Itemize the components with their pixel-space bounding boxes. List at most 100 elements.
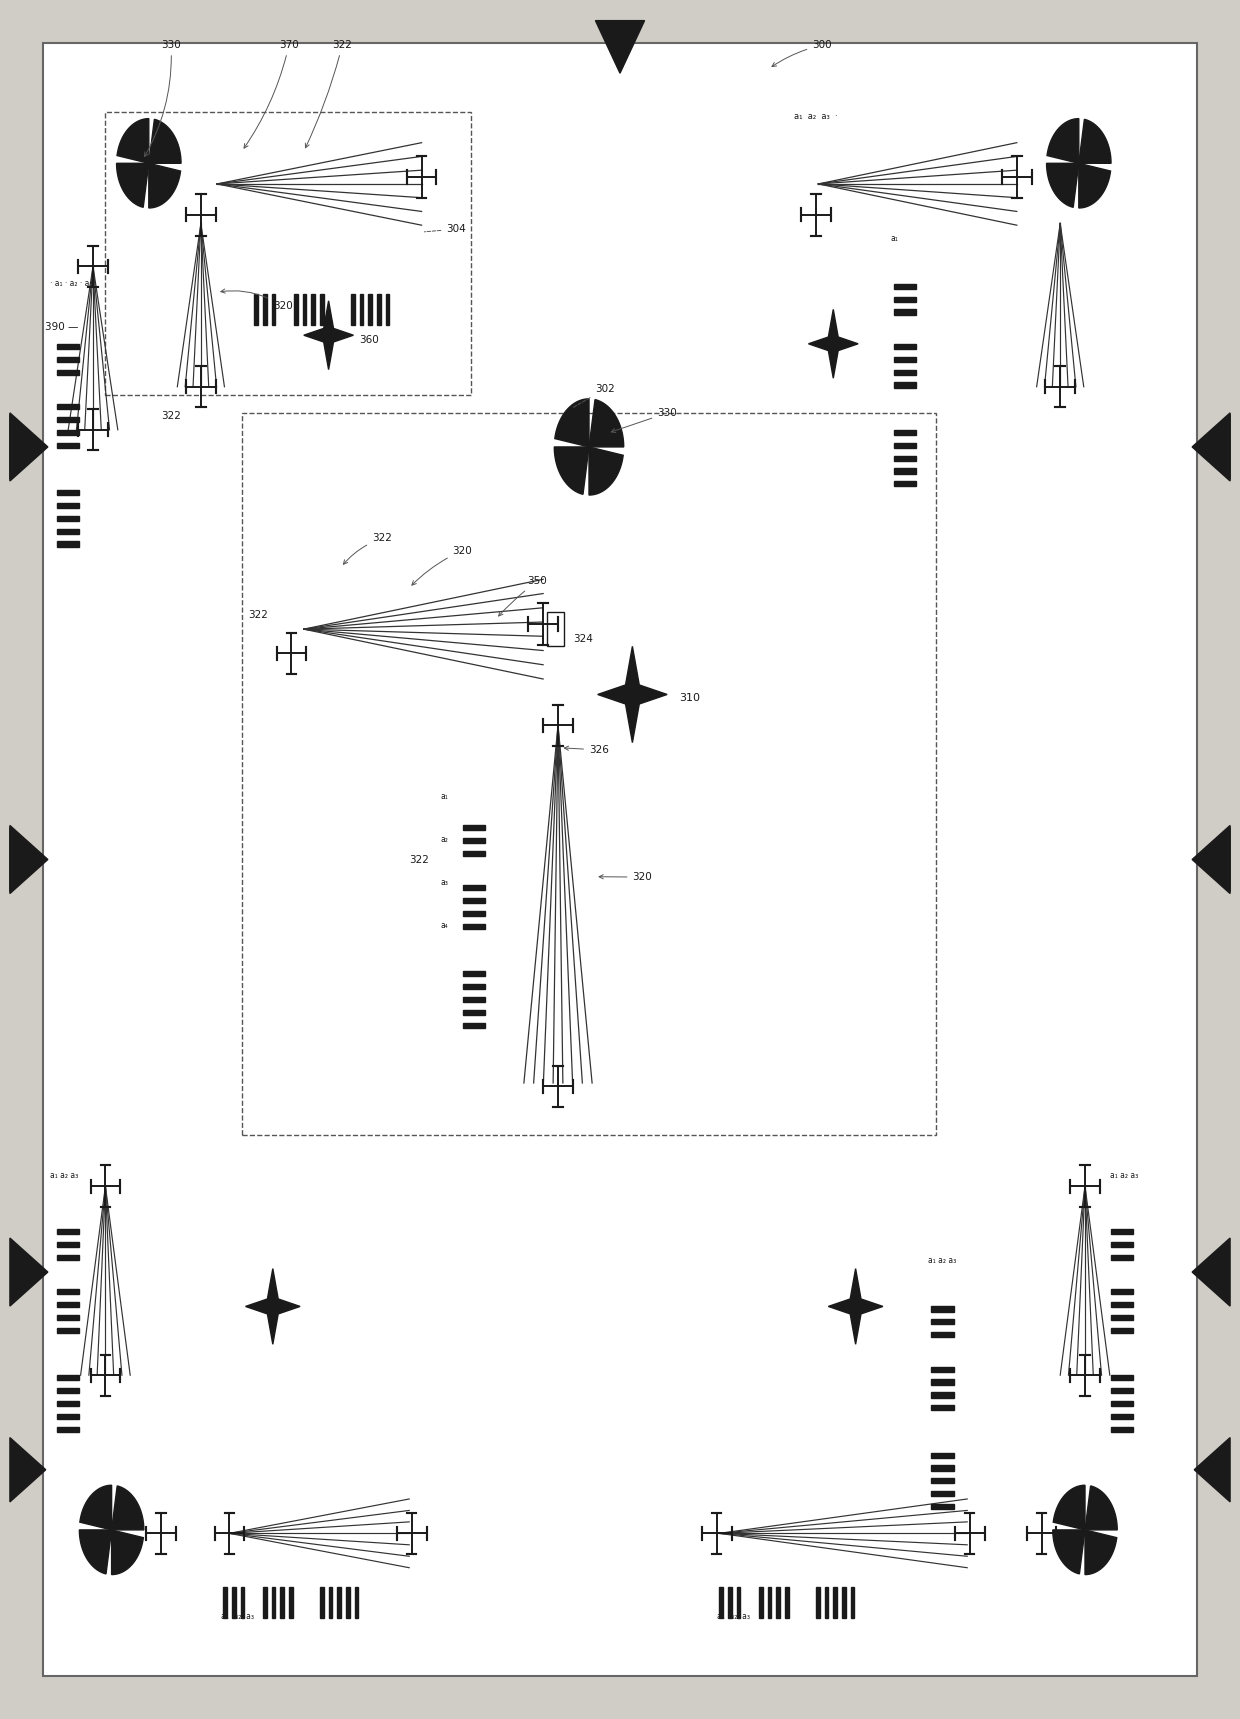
Bar (1111, 1289, 1133, 1294)
Bar (377, 294, 381, 325)
Bar (223, 1587, 227, 1618)
Bar (272, 1587, 275, 1618)
Bar (57, 344, 79, 349)
Bar (463, 851, 485, 856)
Polygon shape (1047, 163, 1079, 208)
Polygon shape (589, 399, 624, 447)
Bar (931, 1465, 954, 1470)
Bar (57, 370, 79, 375)
Bar (57, 1389, 79, 1392)
Text: a₁  a₂  a₃: a₁ a₂ a₃ (221, 1612, 254, 1621)
Text: 330: 330 (145, 40, 181, 156)
Polygon shape (1194, 827, 1230, 892)
Bar (1111, 1229, 1133, 1234)
Bar (1111, 1315, 1133, 1320)
Polygon shape (10, 1437, 46, 1502)
Bar (785, 1587, 789, 1618)
Text: 320: 320 (221, 289, 293, 311)
Bar (241, 1587, 244, 1618)
Bar (894, 296, 916, 303)
Text: 322: 322 (409, 854, 429, 865)
Polygon shape (79, 1485, 112, 1530)
Bar (894, 309, 916, 315)
Bar (719, 1587, 723, 1618)
Bar (337, 1587, 341, 1618)
Bar (280, 1587, 284, 1618)
Bar (57, 416, 79, 421)
Bar (894, 370, 916, 375)
Bar (1111, 1401, 1133, 1406)
Polygon shape (1085, 1485, 1117, 1530)
Bar (57, 404, 79, 409)
Bar (894, 383, 916, 387)
Bar (931, 1320, 954, 1324)
Bar (57, 1241, 79, 1248)
Polygon shape (246, 1269, 300, 1344)
Polygon shape (10, 413, 48, 481)
Polygon shape (554, 447, 589, 495)
Polygon shape (1053, 1485, 1085, 1530)
Text: a₁  a₂  a₃: a₁ a₂ a₃ (717, 1612, 750, 1621)
Bar (368, 294, 372, 325)
Bar (57, 1255, 79, 1260)
Text: 322: 322 (305, 40, 352, 148)
Text: 324: 324 (573, 634, 593, 645)
Bar (894, 358, 916, 361)
Polygon shape (10, 1238, 48, 1306)
Bar (1111, 1303, 1133, 1308)
Bar (931, 1306, 954, 1312)
Polygon shape (112, 1485, 144, 1530)
Polygon shape (149, 119, 181, 163)
Bar (463, 971, 485, 976)
Text: 350: 350 (498, 576, 547, 615)
Text: 320: 320 (599, 872, 652, 882)
Polygon shape (828, 1269, 883, 1344)
Polygon shape (112, 1530, 144, 1575)
Bar (57, 490, 79, 495)
Bar (463, 997, 485, 1002)
Bar (355, 1587, 358, 1618)
Bar (931, 1332, 954, 1337)
Bar (57, 528, 79, 533)
Bar (463, 885, 485, 890)
Bar (894, 456, 916, 461)
Bar (463, 1023, 485, 1028)
Bar (728, 1587, 732, 1618)
Polygon shape (1192, 825, 1230, 894)
Polygon shape (117, 119, 149, 163)
Polygon shape (149, 163, 181, 208)
Text: 330: 330 (611, 407, 677, 433)
Bar (1111, 1255, 1133, 1260)
Polygon shape (808, 309, 858, 378)
Polygon shape (554, 399, 589, 447)
Text: 322: 322 (248, 610, 268, 621)
Polygon shape (1194, 1437, 1230, 1502)
Bar (931, 1367, 954, 1372)
Bar (57, 356, 79, 361)
Bar (360, 294, 363, 325)
Text: · a₁ · a₂ · a₃: · a₁ · a₂ · a₃ (50, 278, 92, 289)
Bar (737, 1587, 740, 1618)
Bar (833, 1587, 837, 1618)
Bar (329, 1587, 332, 1618)
Polygon shape (10, 825, 48, 894)
Bar (1111, 1389, 1133, 1392)
Polygon shape (1053, 1530, 1085, 1575)
Polygon shape (595, 21, 645, 74)
Bar (463, 983, 485, 988)
Polygon shape (598, 646, 667, 743)
Text: 310: 310 (680, 693, 701, 703)
Bar (816, 1587, 820, 1618)
Text: a₁: a₁ (440, 792, 448, 801)
Bar (57, 1229, 79, 1234)
Bar (57, 541, 79, 547)
Text: a₁  a₂  a₃  ·: a₁ a₂ a₃ · (794, 112, 837, 122)
Bar (1111, 1427, 1133, 1432)
Bar (57, 502, 79, 507)
Bar (232, 1587, 236, 1618)
Bar (105, 112, 471, 395)
Bar (1111, 1327, 1133, 1334)
Text: 322: 322 (161, 411, 181, 421)
Bar (463, 911, 485, 916)
Bar (547, 612, 564, 646)
